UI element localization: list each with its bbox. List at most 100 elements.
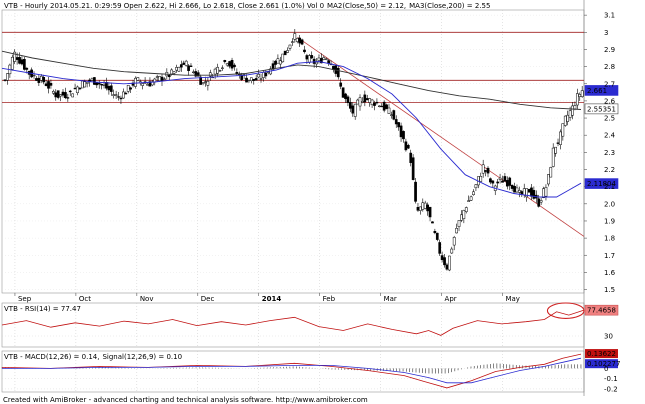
- candle-body: [124, 92, 128, 95]
- candle-body: [213, 68, 217, 75]
- candle-body: [385, 104, 388, 109]
- y-tick-label: 2.3: [604, 149, 615, 157]
- candle-body: [566, 114, 570, 122]
- candle-body: [192, 71, 195, 73]
- candle-body: [380, 105, 384, 108]
- y-tick-label: 3.1: [604, 12, 615, 20]
- y-tick-label: 2.2: [604, 166, 615, 174]
- candle-body: [122, 91, 125, 99]
- candle-body: [179, 64, 183, 68]
- candle-body: [554, 146, 557, 154]
- value-badge-text: 2.661: [587, 87, 607, 95]
- candle-body: [276, 58, 280, 64]
- candle-body: [274, 60, 277, 65]
- candle-body: [399, 125, 403, 138]
- signal-line: [2, 357, 582, 384]
- candle-body: [568, 110, 572, 118]
- candle-body: [187, 65, 190, 71]
- candle-body: [336, 68, 340, 78]
- candle-body: [278, 60, 282, 65]
- candle-body: [344, 93, 347, 100]
- candle-body: [300, 39, 304, 45]
- candle-body: [539, 200, 543, 203]
- candle-body: [467, 200, 471, 202]
- candle-body: [443, 257, 446, 266]
- candle-body: [520, 191, 524, 195]
- candle-body: [375, 101, 379, 104]
- candle-body: [532, 190, 536, 199]
- candle-body: [216, 67, 219, 74]
- candle-body: [332, 65, 335, 70]
- candle-body: [286, 50, 289, 53]
- candle-body: [228, 61, 231, 67]
- candle-body: [167, 74, 171, 78]
- candle-body: [368, 98, 372, 103]
- candle-body: [250, 77, 253, 81]
- candle-body: [457, 220, 461, 227]
- candle-body: [109, 85, 113, 92]
- candle-body: [134, 77, 137, 87]
- candle-body: [527, 189, 531, 193]
- candle-body: [339, 82, 343, 87]
- candle-body: [257, 74, 260, 78]
- candle-body: [160, 76, 164, 82]
- candle-body: [208, 72, 212, 77]
- value-badge-text: 2.11804: [587, 180, 616, 188]
- candle-body: [105, 82, 108, 89]
- candle-body: [15, 57, 19, 60]
- candle-body: [438, 242, 442, 254]
- candle-body: [503, 176, 507, 182]
- candle-body: [390, 114, 393, 116]
- macd-value-text: 0.13622: [587, 350, 616, 358]
- candle-body: [223, 59, 227, 63]
- candle-body: [460, 214, 463, 221]
- candle-body: [141, 83, 145, 86]
- candle-body: [571, 105, 574, 116]
- candle-body: [252, 78, 256, 81]
- candle-body: [423, 202, 427, 209]
- candle-body: [136, 77, 140, 81]
- y-tick-label: 3: [604, 29, 608, 37]
- macd-y-tick-label: -0.2: [604, 385, 618, 393]
- candle-body: [61, 91, 65, 96]
- candle-body: [551, 147, 555, 167]
- candle-body: [370, 99, 374, 106]
- y-tick-label: 1.9: [604, 217, 615, 225]
- candle-body: [102, 84, 106, 86]
- candle-body: [204, 81, 207, 83]
- candle-body: [177, 66, 181, 72]
- y-tick-label: 2.0: [604, 200, 615, 208]
- candle-body: [361, 101, 364, 103]
- candle-body: [563, 115, 567, 126]
- candle-body: [20, 59, 24, 65]
- candle-body: [6, 73, 9, 81]
- ma50-legend: MA2(Close,50) = 2.12,: [327, 2, 406, 10]
- candle-body: [51, 91, 55, 94]
- candle-body: [547, 174, 550, 185]
- candle-body: [44, 83, 48, 86]
- candle-body: [13, 51, 17, 62]
- candle-body: [129, 87, 132, 90]
- candle-body: [474, 184, 478, 189]
- candle-body: [312, 58, 316, 64]
- candle-body: [501, 180, 504, 183]
- candle-body: [351, 105, 355, 114]
- trendline: [297, 37, 585, 237]
- y-tick-label: 1.5: [604, 286, 615, 294]
- candle-body: [445, 264, 449, 270]
- rsi-value-badge: [584, 304, 619, 316]
- candle-body: [419, 206, 422, 211]
- candle-body: [358, 97, 362, 107]
- candle-body: [85, 82, 89, 84]
- rsi-y-tick-label: 30: [604, 333, 613, 341]
- candle-body: [356, 99, 359, 105]
- candle-body: [56, 90, 60, 98]
- candle-body: [404, 141, 408, 151]
- signal-value-text: 0.102277: [587, 360, 620, 368]
- macd-title: VTB - MACD(12,26) = 0.14,: [4, 353, 99, 361]
- candle-body: [307, 55, 311, 63]
- candle-body: [201, 82, 205, 84]
- candle-body: [505, 180, 509, 187]
- macd-y-tick-label: -0.1: [604, 375, 618, 383]
